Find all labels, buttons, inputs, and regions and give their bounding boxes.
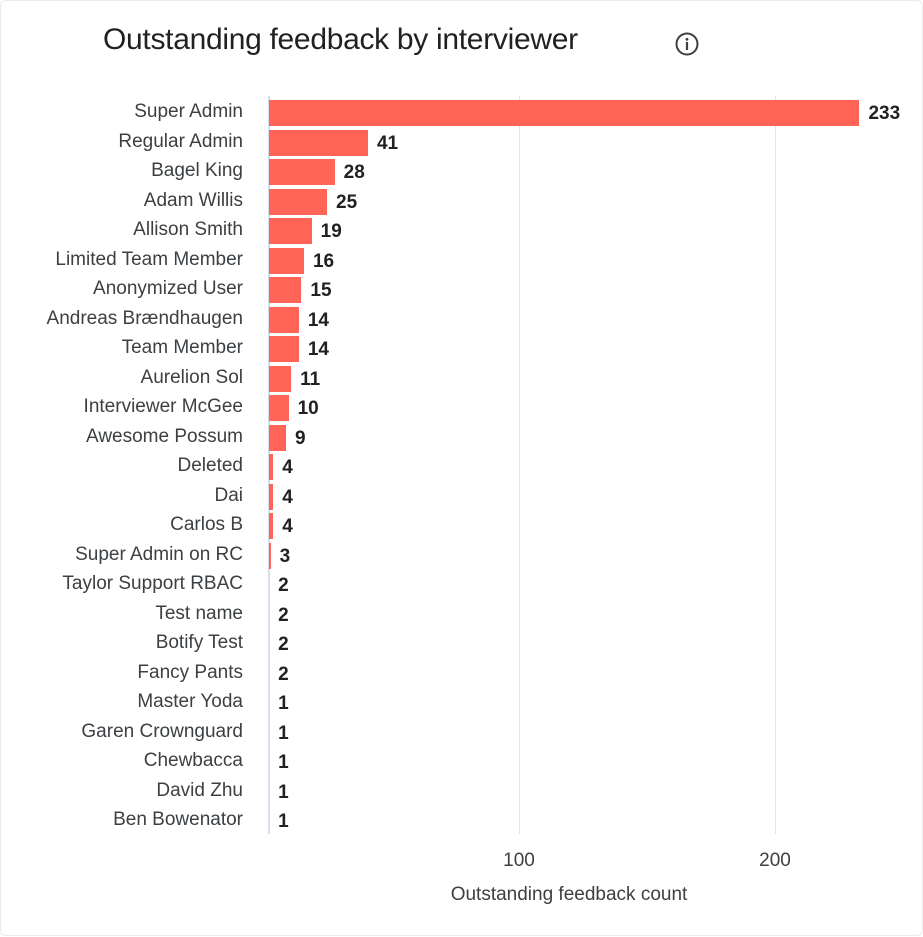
category-label: Carlos B — [170, 514, 243, 535]
category-label: Taylor Support RBAC — [62, 573, 243, 594]
value-label: 14 — [307, 339, 329, 360]
bar[interactable] — [269, 100, 860, 126]
category-label: Deleted — [177, 455, 244, 476]
bar[interactable] — [269, 277, 302, 303]
x-axis-title: Outstanding feedback count — [450, 884, 688, 905]
value-label: 11 — [300, 368, 321, 390]
value-label: 9 — [295, 427, 306, 449]
category-label: Andreas Brændhaugen — [46, 307, 243, 329]
value-label: 15 — [310, 280, 332, 301]
value-label: 16 — [312, 250, 335, 272]
value-label: 1 — [278, 811, 289, 832]
value-label: 2 — [278, 575, 289, 596]
value-label: 10 — [297, 398, 319, 419]
category-label: Adam Willis — [143, 189, 243, 211]
value-label: 4 — [282, 486, 293, 508]
category-label: Bagel King — [151, 160, 243, 181]
category-label: Regular Admin — [118, 130, 243, 152]
category-label: Allison Smith — [133, 219, 243, 240]
category-label: Limited Team Member — [55, 248, 243, 270]
bar[interactable] — [269, 542, 271, 569]
bar[interactable] — [269, 306, 299, 333]
category-label: Super Admin — [134, 101, 243, 122]
category-label: Fancy Pants — [137, 661, 243, 683]
x-tick-label: 200 — [759, 850, 791, 871]
category-label: Super Admin on RC — [75, 543, 243, 565]
value-label: 1 — [278, 781, 289, 803]
category-label: Chewbacca — [143, 750, 243, 771]
category-label: Ben Bowenator — [113, 809, 243, 830]
gridline — [519, 96, 520, 834]
category-label: Awesome Possum — [86, 425, 243, 447]
value-label: 2 — [278, 634, 289, 655]
value-label: 3 — [279, 545, 291, 567]
bar[interactable] — [269, 454, 274, 480]
value-label: 14 — [307, 309, 329, 331]
value-label: 4 — [282, 516, 293, 537]
info-circle-icon[interactable] — [674, 31, 700, 57]
bar[interactable] — [269, 483, 274, 510]
value-label: 1 — [278, 722, 289, 744]
bar[interactable] — [269, 218, 312, 244]
bar[interactable] — [269, 513, 274, 539]
category-label: Botify Test — [155, 632, 243, 653]
category-label: Garen Crownguard — [81, 720, 243, 742]
category-label: Dai — [214, 484, 243, 506]
bar[interactable] — [269, 395, 289, 421]
bar[interactable] — [269, 188, 327, 215]
category-label: David Zhu — [156, 779, 243, 801]
bar[interactable] — [269, 424, 287, 451]
bar[interactable] — [269, 159, 335, 185]
value-label: 25 — [336, 191, 358, 213]
gridline — [775, 96, 776, 834]
value-label: 41 — [376, 132, 399, 154]
category-label: Master Yoda — [137, 691, 243, 712]
value-label: 2 — [278, 604, 289, 626]
bar[interactable] — [269, 247, 304, 274]
value-label: 28 — [343, 162, 365, 183]
category-label: Test name — [155, 602, 243, 624]
bar[interactable] — [269, 336, 299, 362]
value-label: 233 — [868, 103, 901, 124]
bar[interactable] — [269, 365, 292, 392]
value-label: 2 — [278, 663, 289, 685]
category-label: Interviewer McGee — [83, 396, 243, 417]
value-label: 4 — [282, 457, 293, 478]
value-label: 1 — [278, 693, 289, 714]
value-label: 1 — [278, 752, 289, 773]
category-label: Aurelion Sol — [140, 366, 243, 388]
value-label: 19 — [320, 221, 342, 242]
category-label: Team Member — [121, 337, 243, 358]
chart-title: Outstanding feedback by interviewer — [103, 23, 578, 56]
x-tick-label: 100 — [503, 850, 535, 871]
category-label: Anonymized User — [93, 278, 243, 299]
bar[interactable] — [269, 129, 368, 156]
